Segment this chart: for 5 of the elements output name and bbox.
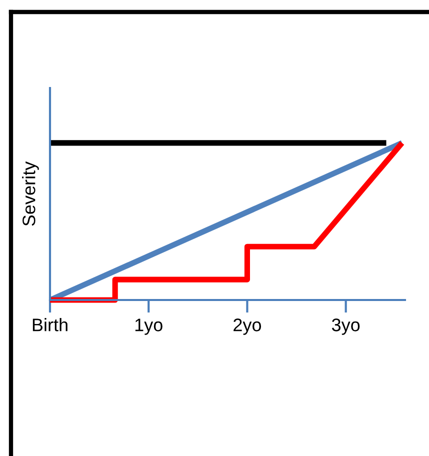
x-tick-label: Birth bbox=[32, 318, 68, 332]
x-tick-label: 1yo bbox=[135, 318, 162, 335]
y-axis-title: Severity bbox=[22, 161, 39, 226]
x-tick-label: 2yo bbox=[234, 318, 262, 335]
x-tick-label: 3yo bbox=[332, 318, 360, 335]
